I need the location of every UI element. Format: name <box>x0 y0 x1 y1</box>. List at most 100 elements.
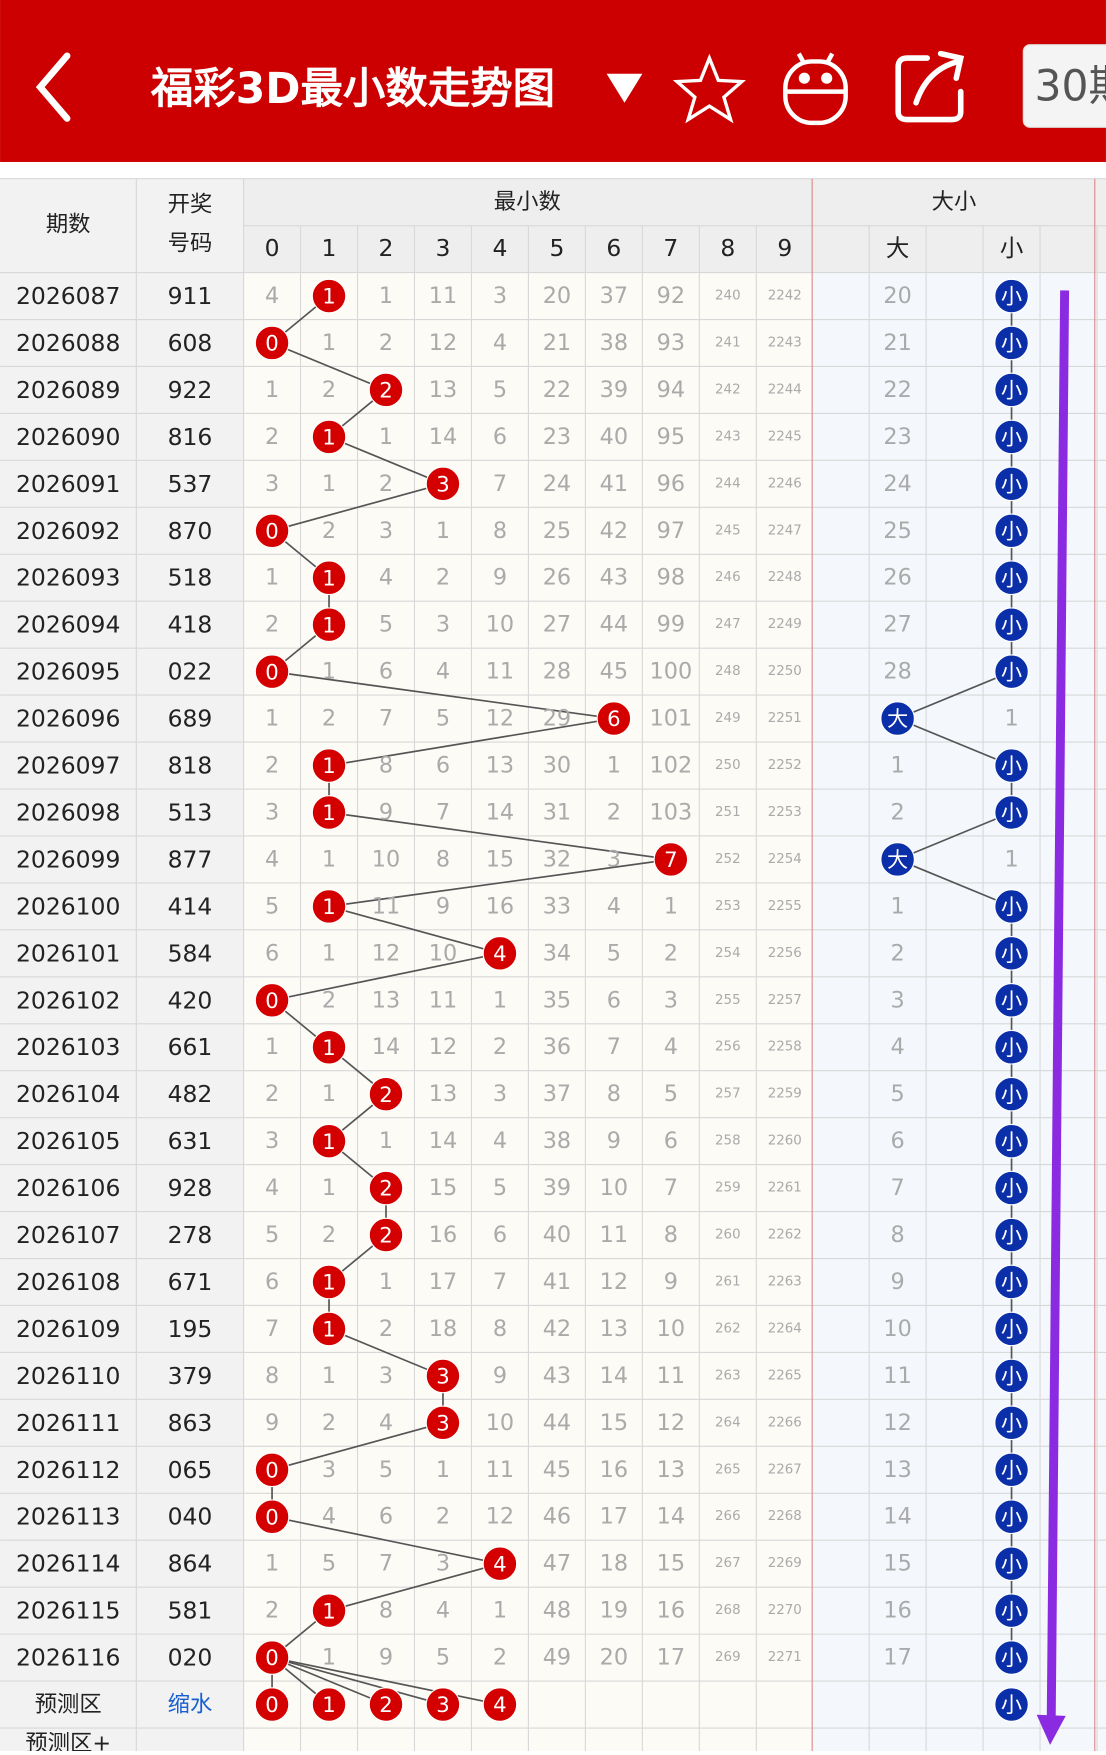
miss-count: 4 <box>607 893 621 919</box>
miss-count: 1 <box>379 283 393 309</box>
miss-count: 2247 <box>768 523 802 538</box>
range-button[interactable] <box>1022 44 1106 128</box>
miss-count: 41 <box>543 1269 571 1295</box>
miss-count: 7 <box>493 471 507 497</box>
forecast-ball <box>311 1687 347 1722</box>
min-digit-ball-label: 4 <box>493 942 507 967</box>
miss-count: 1 <box>664 893 678 919</box>
miss-count: 27 <box>543 612 571 638</box>
size-ball-label: 小 <box>1001 519 1022 544</box>
miss-count: 8 <box>664 1222 678 1248</box>
miss-count: 241 <box>715 335 741 350</box>
min-digit-ball-label: 6 <box>607 707 621 732</box>
miss-count: 266 <box>715 1509 741 1524</box>
miss-count: 4 <box>322 1504 336 1530</box>
size-ball-label: 小 <box>1001 1130 1022 1155</box>
miss-count: 93 <box>657 330 685 356</box>
miss-count: 20 <box>543 283 571 309</box>
min-digit-ball-label: 0 <box>265 1505 279 1530</box>
period: 2026092 <box>16 517 120 545</box>
miss-count: 6 <box>493 424 507 450</box>
miss-count: 1 <box>322 1081 336 1107</box>
miss-count: 5 <box>493 377 507 403</box>
code-column-bg <box>136 178 244 1751</box>
miss-count: 2248 <box>768 570 802 585</box>
miss-count: 3 <box>322 1457 336 1483</box>
miss-count: 13 <box>429 1081 457 1107</box>
back-button[interactable] <box>35 52 71 122</box>
title-dropdown[interactable] <box>606 73 643 103</box>
miss-count: 2245 <box>768 429 802 444</box>
min-digit-ball <box>482 936 518 971</box>
size-ball-label: 小 <box>1001 613 1022 638</box>
min-digit-ball <box>368 372 404 408</box>
miss-count: 11 <box>429 283 457 309</box>
miss-count: 7 <box>607 1034 621 1060</box>
forecast-action[interactable]: 缩水 <box>168 1692 213 1718</box>
miss-count: 9 <box>379 1645 393 1671</box>
miss-count: 12 <box>429 330 457 356</box>
size-ball <box>994 1076 1029 1112</box>
miss-count: 20 <box>600 1645 628 1671</box>
miss-count: 2 <box>664 940 678 966</box>
min-digit-ball-label: 0 <box>265 332 279 357</box>
min-digit-ball-label: 2 <box>379 1177 393 1202</box>
robot-button[interactable] <box>783 52 848 126</box>
miss-count: 14 <box>486 799 514 825</box>
miss-count: 3 <box>891 987 905 1013</box>
size-ball <box>994 1452 1029 1488</box>
miss-count: 41 <box>600 471 628 497</box>
draw-code: 911 <box>168 282 213 310</box>
miss-count: 265 <box>715 1462 741 1477</box>
miss-count: 1 <box>265 565 279 591</box>
miss-count: 9 <box>891 1269 905 1295</box>
miss-count: 2 <box>265 753 279 779</box>
min-digit-ball <box>311 748 347 783</box>
miss-count: 2 <box>265 612 279 638</box>
miss-count: 13 <box>486 753 514 779</box>
share-button[interactable] <box>895 50 965 123</box>
forecast-ball-label: 2 <box>379 1693 393 1718</box>
period: 2026105 <box>16 1127 120 1155</box>
period: 2026089 <box>16 376 120 404</box>
miss-count: 15 <box>486 846 514 872</box>
size-ball-label: 小 <box>1001 472 1022 497</box>
size-ball <box>994 1170 1029 1206</box>
miss-count: 3 <box>607 846 621 872</box>
miss-count: 12 <box>883 1410 911 1436</box>
draw-code: 581 <box>168 1597 213 1625</box>
draw-code: 816 <box>168 423 213 451</box>
min-digit-ball <box>311 1029 347 1065</box>
miss-count: 2251 <box>768 711 802 726</box>
miss-count: 245 <box>715 523 741 538</box>
draw-code: 928 <box>168 1174 213 1202</box>
miss-count: 15 <box>600 1410 628 1436</box>
draw-code: 518 <box>168 564 213 592</box>
miss-count: 4 <box>493 1128 507 1154</box>
miss-count: 8 <box>493 1316 507 1342</box>
forecast-line <box>271 1656 387 1706</box>
miss-count: 6 <box>436 753 450 779</box>
forecast-plus-label[interactable]: 预测区+ <box>25 1731 111 1755</box>
min-group-header: 最小数 <box>494 189 561 215</box>
miss-count: 16 <box>883 1598 911 1624</box>
miss-count: 1 <box>322 471 336 497</box>
miss-count: 5 <box>891 1081 905 1107</box>
miss-count: 2 <box>891 799 905 825</box>
period: 2026090 <box>16 423 120 451</box>
period: 2026099 <box>16 845 120 873</box>
miss-count: 1 <box>322 659 336 685</box>
favorite-button[interactable] <box>672 53 747 124</box>
forecast-ball <box>254 1687 290 1722</box>
miss-count: 101 <box>650 706 693 732</box>
miss-count: 240 <box>715 289 741 304</box>
min-digit-ball <box>254 982 290 1018</box>
size-ball-label: 小 <box>1001 426 1022 451</box>
forecast-size-ball <box>994 1687 1029 1722</box>
min-digit-ball-label: 1 <box>322 1036 336 1061</box>
miss-count: 4 <box>379 1410 393 1436</box>
miss-count: 42 <box>600 518 628 544</box>
min-digit-ball-label: 3 <box>436 1411 450 1436</box>
miss-count: 3 <box>493 283 507 309</box>
